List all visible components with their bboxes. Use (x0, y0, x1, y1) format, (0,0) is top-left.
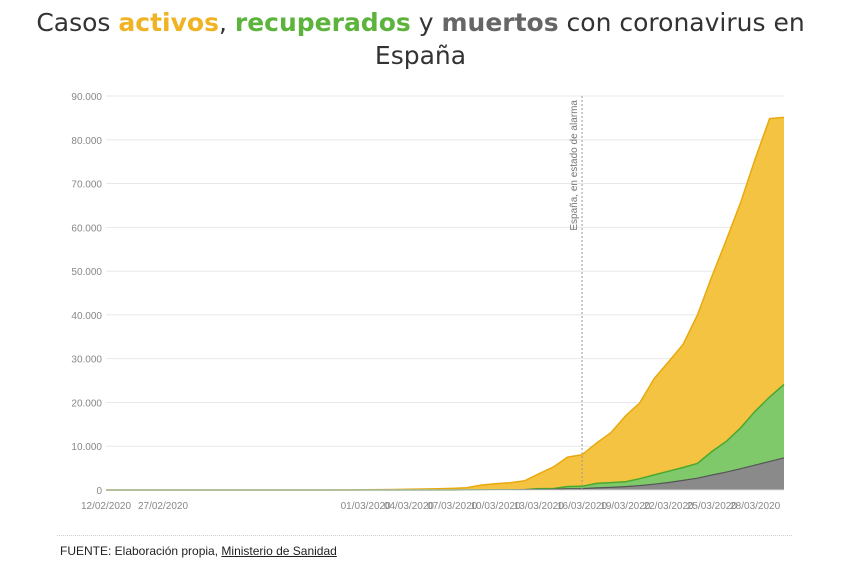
y-tick-label: 90.000 (71, 92, 102, 103)
footer-divider (57, 535, 792, 536)
x-tick-label: 22/03/2020 (644, 501, 694, 512)
y-tick-label: 40.000 (71, 311, 102, 322)
y-tick-label: 10.000 (71, 442, 102, 453)
x-tick-label: 19/03/2020 (600, 501, 650, 512)
x-tick-label: 01/03/2020 (341, 501, 391, 512)
y-tick-label: 70.000 (71, 180, 102, 191)
footer-prefix: FUENTE: Elaboración propia, (60, 544, 222, 558)
series-area-muertos (106, 457, 784, 490)
x-tick-label: 27/02/2020 (138, 501, 188, 512)
x-tick-label: 16/03/2020 (557, 501, 607, 512)
source-link[interactable]: Ministerio de Sanidad (221, 544, 337, 558)
y-tick-label: 20.000 (71, 398, 102, 409)
y-tick-label: 60.000 (71, 223, 102, 234)
x-tick-label: 28/03/2020 (730, 501, 780, 512)
y-tick-label: 50.000 (71, 267, 102, 278)
x-tick-label: 04/03/2020 (384, 501, 434, 512)
title-prefix: Casos (36, 8, 119, 37)
title-muertos: muertos (441, 8, 559, 37)
x-tick-label: 07/03/2020 (427, 501, 477, 512)
x-tick-label: 10/03/2020 (470, 501, 520, 512)
chart-title: Casos activos, recuperados y muertos con… (0, 6, 841, 72)
stacked-area-chart: 0 10.000 20.000 30.000 40.000 50.000 60.000 70.… (71, 92, 785, 512)
title-comma: , (218, 8, 235, 37)
source-footer: FUENTE: Elaboración propia, Ministerio d… (60, 544, 337, 558)
title-activos: activos (118, 8, 219, 37)
x-tick-label: 13/03/2020 (514, 501, 564, 512)
y-tick-label: 30.000 (71, 355, 102, 366)
y-tick-label: 0 (96, 486, 102, 497)
title-line2: España (374, 41, 467, 70)
annotation-label: España, en estado de alarma (569, 100, 580, 231)
x-tick-label: 12/02/2020 (81, 501, 131, 512)
y-tick-label: 80.000 (71, 136, 102, 147)
series-area-activos (106, 117, 784, 491)
x-tick-label: 25/03/2020 (687, 501, 737, 512)
title-y: y (410, 8, 442, 37)
title-suffix: con coronavirus en (558, 8, 805, 37)
title-recuperados: recuperados (234, 8, 411, 37)
